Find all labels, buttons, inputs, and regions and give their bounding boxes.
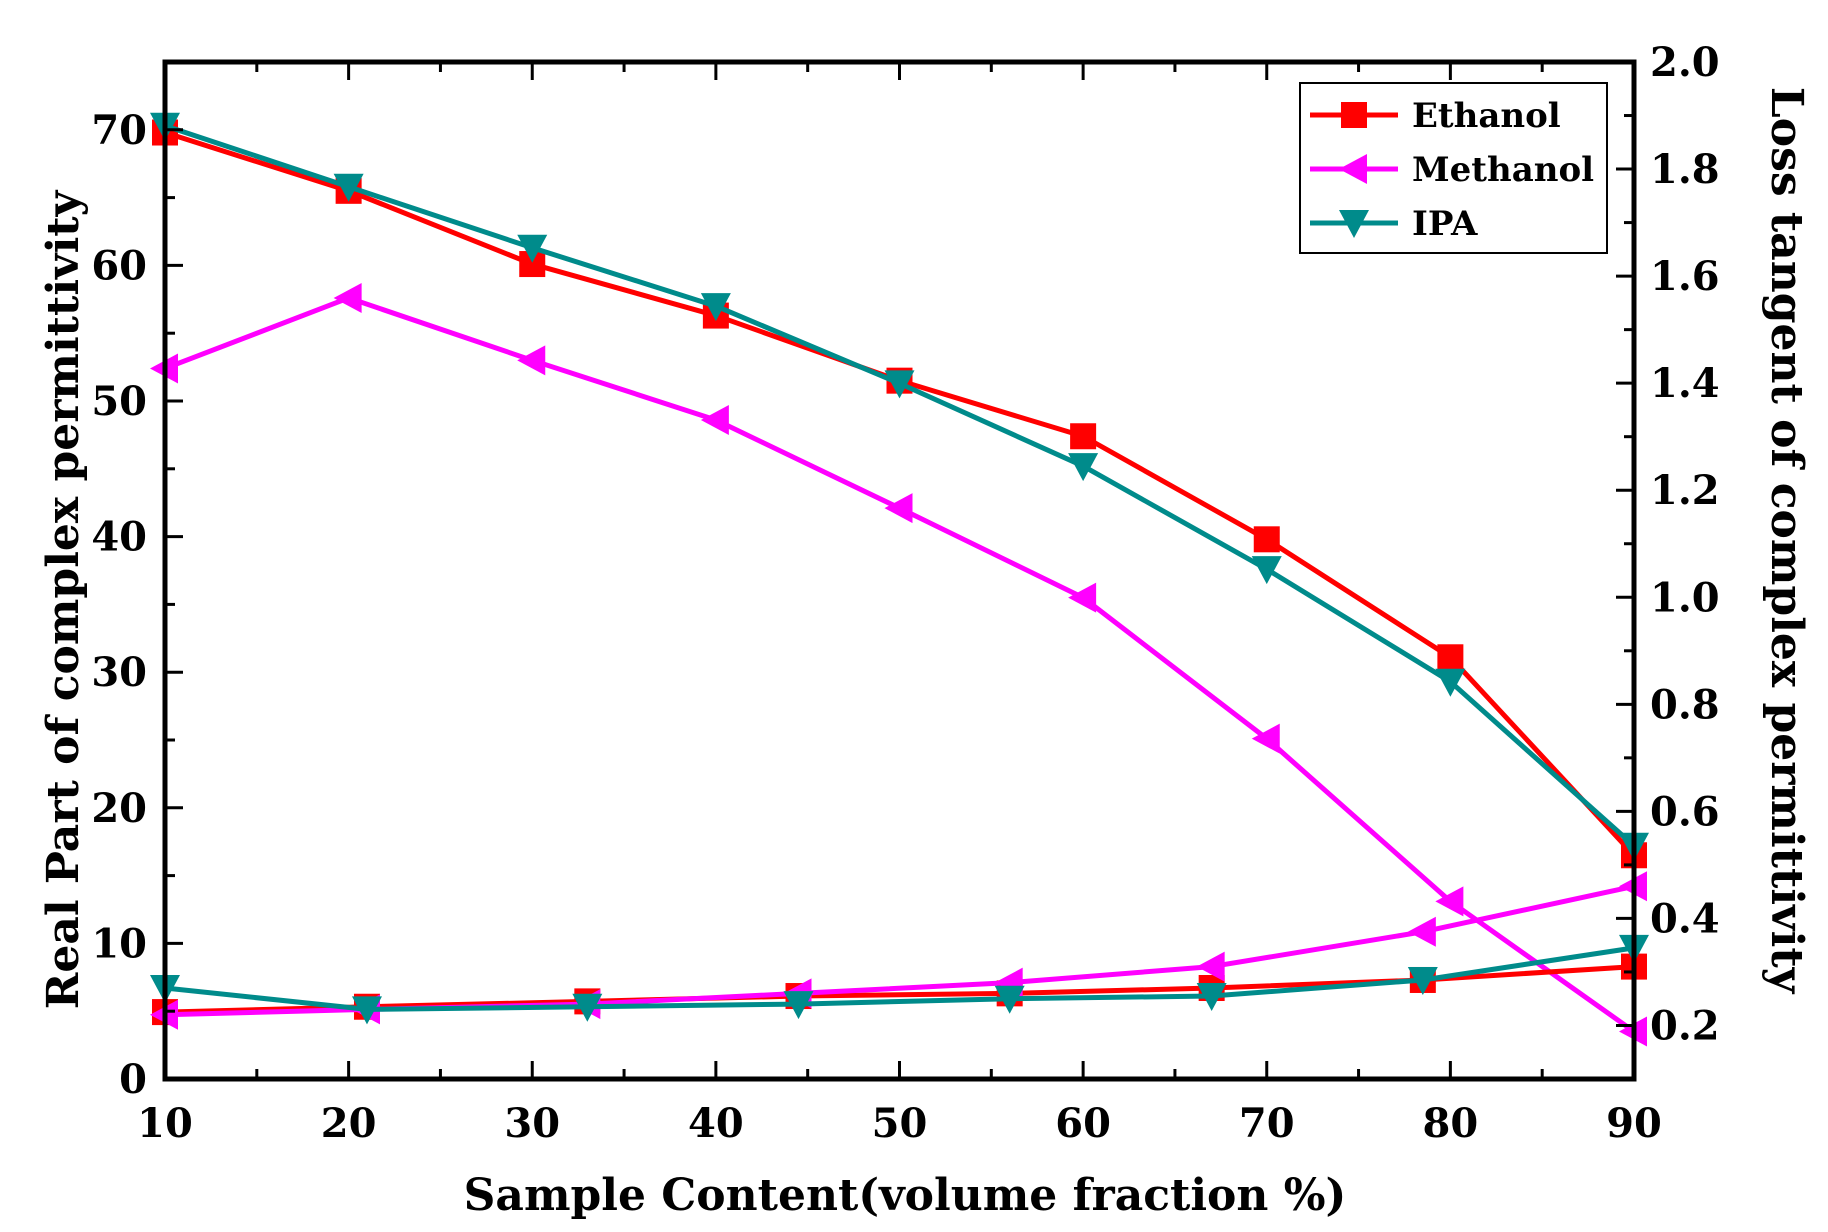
y-left-tick-label: 0 (119, 1056, 147, 1103)
x-tick-label: 30 (504, 1100, 560, 1147)
y-right-tick-label: 1.6 (1650, 253, 1720, 300)
legend-item-ethanol: Ethanol (1310, 96, 1561, 136)
y-left-tick-label: 60 (91, 242, 147, 289)
data-point (517, 234, 548, 263)
data-point (700, 293, 731, 322)
data-point (1196, 951, 1225, 982)
x-tick-label: 80 (1423, 1100, 1479, 1147)
y-right-tick-label: 0.2 (1650, 1002, 1720, 1049)
legend-item-methanol: Methanol (1310, 150, 1594, 190)
legend-label: Methanol (1412, 150, 1594, 190)
series-methanol-left (150, 282, 1647, 1047)
y-right-tick-label: 0.4 (1650, 895, 1720, 942)
y-left-tick-label: 50 (91, 378, 147, 425)
data-point (1251, 723, 1280, 754)
y-right-tick-label: 0.8 (1650, 681, 1720, 728)
y-right-tick-label: 1.0 (1650, 574, 1720, 621)
x-tick-label: 90 (1606, 1100, 1662, 1147)
data-point (1407, 916, 1436, 947)
y-right-tick-label: 0.6 (1650, 788, 1720, 835)
x-axis-title: Sample Content(volume fraction %) (464, 1170, 1347, 1221)
labels-layer: 10 20 30 40 50 60 70 80 900102030405060700.20.40… (91, 39, 1719, 1147)
data-point (1253, 526, 1280, 553)
y-right-tick-label: 1.2 (1650, 467, 1720, 514)
series-ipa-left (150, 112, 1649, 861)
x-tick-label: 10 (137, 1100, 193, 1147)
y-right-tick-label: 2.0 (1650, 39, 1720, 86)
y-left-tick-label: 20 (91, 785, 147, 832)
y-axis-left-title: Real Part of complex permittivity (38, 189, 89, 1009)
legend: Ethanol Methanol IPA (1299, 82, 1608, 254)
y-left-tick-label: 70 (91, 107, 147, 154)
y-left-tick-label: 40 (91, 514, 147, 561)
legend-marker (1339, 154, 1367, 184)
data-point (333, 173, 364, 202)
data-point (1251, 556, 1282, 585)
data-point (1407, 966, 1438, 995)
series-line (164, 295, 1636, 1034)
series-ipa-right (150, 934, 1649, 1025)
data-point (1068, 453, 1099, 482)
data-point (884, 493, 913, 524)
y-left-tick-label: 10 (91, 920, 147, 967)
data-point (1437, 644, 1464, 671)
x-tick-label: 60 (1055, 1100, 1111, 1147)
x-tick-label: 50 (872, 1100, 928, 1147)
data-point (1435, 886, 1464, 917)
legend-marker (1341, 102, 1367, 128)
data-point (572, 993, 603, 1022)
data-point (1070, 423, 1097, 450)
data-point (884, 370, 915, 399)
data-point (783, 991, 814, 1020)
x-tick-label: 40 (688, 1100, 744, 1147)
data-point (700, 404, 729, 435)
legend-marker (1339, 210, 1369, 238)
legend-label: Ethanol (1412, 96, 1561, 136)
y-left-tick-label: 30 (91, 649, 147, 696)
x-tick-label: 20 (321, 1100, 377, 1147)
series-line (164, 945, 1635, 1012)
data-point (333, 282, 362, 313)
data-point (994, 985, 1025, 1014)
x-tick-label: 70 (1239, 1100, 1295, 1147)
data-point (517, 345, 546, 376)
data-point (1196, 983, 1227, 1012)
legend-items: Ethanol Methanol IPA (1310, 96, 1594, 244)
y-axis-right-title: Loss tangent of complex permittivity (1761, 87, 1812, 995)
legend-item-ipa: IPA (1310, 204, 1478, 244)
y-right-tick-label: 1.4 (1650, 360, 1720, 407)
y-right-tick-label: 1.8 (1650, 146, 1720, 193)
data-point (1435, 668, 1466, 697)
data-point (1068, 582, 1097, 613)
legend-label: IPA (1412, 204, 1478, 244)
ticks-layer (163, 60, 1636, 1081)
data-point (351, 996, 382, 1025)
series-layer (150, 112, 1649, 1047)
